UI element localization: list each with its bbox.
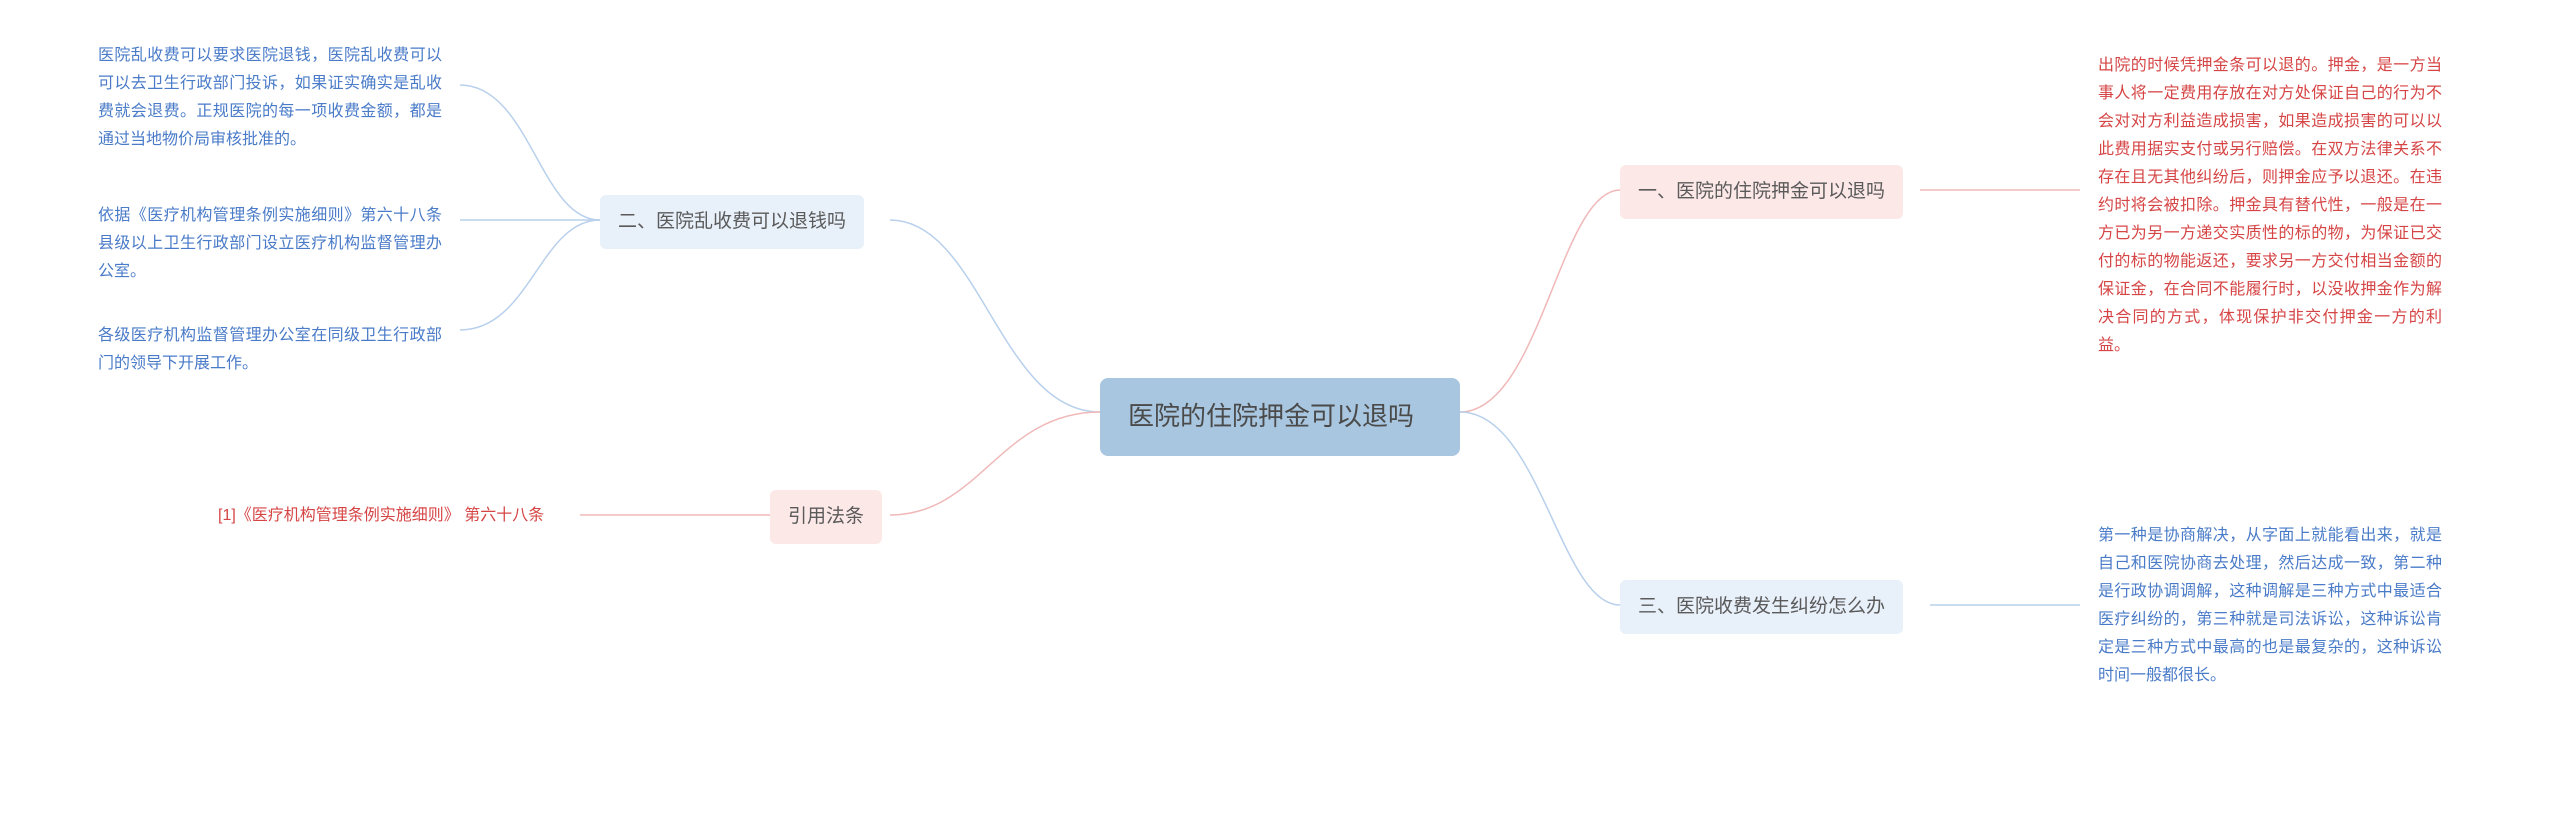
leaf-text: 出院的时候凭押金条可以退的。押金，是一方当事人将一定费用存放在对方处保证自己的行… — [2098, 52, 2442, 360]
branch-legal-reference[interactable]: 引用法条 — [770, 490, 882, 544]
leaf-text: [1]《医疗机构管理条例实施细则》 第六十八条 — [218, 502, 544, 530]
branch-dispute-handling[interactable]: 三、医院收费发生纠纷怎么办 — [1620, 580, 1903, 634]
leaf-text: 各级医疗机构监督管理办公室在同级卫生行政部门的领导下开展工作。 — [98, 322, 442, 378]
branch-label: 三、医院收费发生纠纷怎么办 — [1638, 592, 1885, 622]
leaf-supervision-office: 各级医疗机构监督管理办公室在同级卫生行政部门的领导下开展工作。 — [80, 310, 460, 390]
leaf-text: 医院乱收费可以要求医院退钱，医院乱收费可以可以去卫生行政部门投诉，如果证实确实是… — [98, 42, 442, 154]
root-node[interactable]: 医院的住院押金可以退吗 — [1100, 378, 1460, 456]
branch-label: 引用法条 — [788, 502, 864, 532]
leaf-text: 第一种是协商解决，从字面上就能看出来，就是自己和医院协商去处理，然后达成一致，第… — [2098, 522, 2442, 690]
branch-label: 一、医院的住院押金可以退吗 — [1638, 177, 1885, 207]
root-label: 医院的住院押金可以退吗 — [1128, 396, 1414, 438]
leaf-dispute-methods: 第一种是协商解决，从字面上就能看出来，就是自己和医院协商去处理，然后达成一致，第… — [2080, 510, 2460, 702]
leaf-text: 依据《医疗机构管理条例实施细则》第六十八条 县级以上卫生行政部门设立医疗机构监督… — [98, 202, 442, 286]
leaf-deposit-explanation: 出院的时候凭押金条可以退的。押金，是一方当事人将一定费用存放在对方处保证自己的行… — [2080, 40, 2460, 372]
branch-label: 二、医院乱收费可以退钱吗 — [618, 207, 846, 237]
leaf-overcharge-complaint: 医院乱收费可以要求医院退钱，医院乱收费可以可以去卫生行政部门投诉，如果证实确实是… — [80, 30, 460, 166]
branch-overcharge-refund[interactable]: 二、医院乱收费可以退钱吗 — [600, 195, 864, 249]
leaf-citation: [1]《医疗机构管理条例实施细则》 第六十八条 — [200, 490, 580, 542]
branch-deposit-refund[interactable]: 一、医院的住院押金可以退吗 — [1620, 165, 1903, 219]
leaf-regulation-68: 依据《医疗机构管理条例实施细则》第六十八条 县级以上卫生行政部门设立医疗机构监督… — [80, 190, 460, 298]
